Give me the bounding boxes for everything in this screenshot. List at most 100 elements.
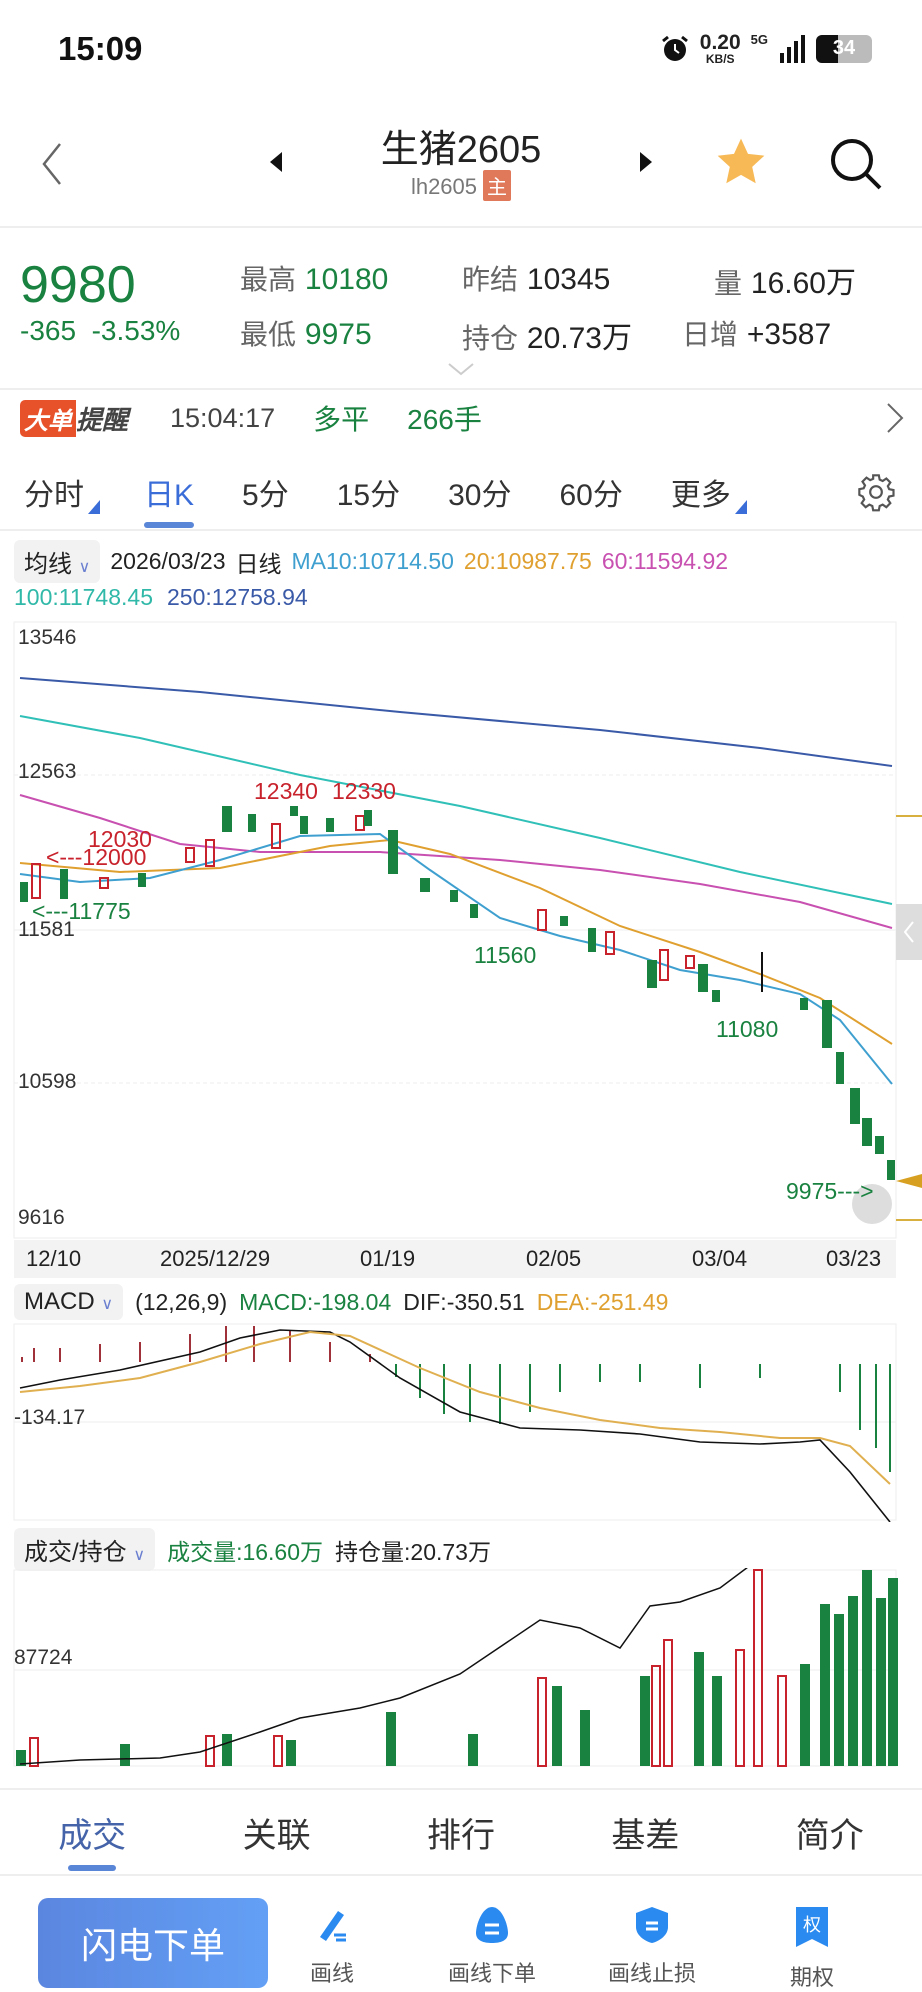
- big-order-alert[interactable]: 大单 提醒 15:04:17 多平 266手: [0, 388, 922, 446]
- order-icon: [476, 1907, 508, 1943]
- tab-related[interactable]: 关联: [242, 1816, 311, 1855]
- macd-legend: MACD ∨ (12,26,9) MACD:-198.04 DIF:-350.5…: [14, 1284, 668, 1320]
- status-time: 15:09: [58, 30, 143, 67]
- price-change: -365 -3.53%: [20, 315, 181, 346]
- bottom-tabs: 成交 关联 排行 基差 简介: [0, 1788, 922, 1876]
- daily-inc-label: 日增: [682, 319, 739, 350]
- legend-period: 日线: [235, 550, 282, 577]
- status-icons: 0.20 KB/S 5G 34: [660, 32, 872, 65]
- next-contract-icon[interactable]: [638, 152, 652, 172]
- oi-total: 持仓量:20.73万: [335, 1538, 491, 1565]
- annotation-11775: <---11775: [32, 898, 131, 924]
- tab-5min[interactable]: 5分: [242, 479, 289, 512]
- back-icon[interactable]: [40, 142, 64, 186]
- volume-tick: 87724: [14, 1646, 73, 1669]
- dea-value: DEA:-251.49: [536, 1288, 669, 1315]
- header-bar: [0, 100, 922, 228]
- draw-line-button[interactable]: 画线: [262, 1905, 402, 1988]
- dif-value: DIF:-350.51: [403, 1288, 525, 1315]
- battery-icon: 34: [816, 34, 872, 63]
- tab-trades[interactable]: 成交: [58, 1808, 126, 1871]
- network-label: 5G: [750, 32, 768, 47]
- open-interest-label: 持仓: [462, 323, 519, 354]
- prev-contract-icon[interactable]: [270, 152, 284, 172]
- tab-30min[interactable]: 30分: [448, 479, 512, 512]
- tab-more[interactable]: 更多: [671, 470, 747, 514]
- macd-chart[interactable]: [0, 1322, 922, 1522]
- page-title: 生猪2605: [380, 129, 542, 171]
- annotation-12000: <---12000: [46, 844, 147, 870]
- tab-basis[interactable]: 基差: [611, 1816, 680, 1855]
- annotation-high-2: 12330: [332, 778, 396, 804]
- settings-gear-icon[interactable]: [856, 472, 896, 512]
- volume-chart[interactable]: [0, 1568, 922, 1768]
- period-tabs: 分时 日K 5分 15分 30分 60分 更多: [0, 455, 922, 531]
- draw-line-order-button[interactable]: 画线下单: [422, 1905, 562, 1988]
- ma20-value: 20:10987.75: [463, 548, 592, 574]
- alert-type: 多平: [313, 404, 370, 435]
- y-tick-4: 10598: [18, 1070, 77, 1093]
- draw-line-stop-button[interactable]: 画线止损: [582, 1905, 722, 1988]
- candles: [20, 806, 895, 1180]
- ma250-value: 250:12758.94: [167, 584, 308, 610]
- tab-60min[interactable]: 60分: [559, 479, 623, 512]
- tab-ranking[interactable]: 排行: [426, 1816, 495, 1855]
- alarm-icon: [661, 35, 688, 61]
- tab-15min[interactable]: 15分: [336, 479, 401, 512]
- annotation-11080: 11080: [716, 1016, 779, 1042]
- svg-text:权: 权: [803, 1915, 821, 1936]
- tab-daily-k[interactable]: 日K: [144, 470, 195, 528]
- favorite-star-icon[interactable]: [712, 134, 770, 190]
- volume-selector[interactable]: 成交/持仓 ∨: [14, 1528, 156, 1571]
- date-axis: 12/10 2025/12/29 01/19 02/05 03/04 03/23: [14, 1240, 896, 1278]
- alert-tag: 大单: [20, 399, 76, 437]
- macd-value: MACD:-198.04: [239, 1288, 392, 1315]
- volume-label: 量: [714, 268, 743, 299]
- search-icon[interactable]: [828, 136, 884, 192]
- volume-value: 16.60万: [750, 267, 856, 300]
- chevron-right-icon[interactable]: [886, 402, 904, 434]
- alert-size: 266手: [407, 404, 482, 435]
- annotation-12030: 12030: [88, 826, 152, 852]
- macd-tick: -134.17: [14, 1406, 86, 1429]
- volume-total: 成交量:16.60万: [167, 1538, 324, 1565]
- flash-order-button[interactable]: 闪电下单: [38, 1898, 268, 1988]
- annotation-low: 9975--->: [786, 1178, 874, 1204]
- kline-chart[interactable]: [0, 620, 922, 1240]
- macd-selector[interactable]: MACD ∨: [14, 1284, 124, 1320]
- contract-code: lh2605 主: [0, 170, 922, 201]
- tab-intro[interactable]: 简介: [795, 1816, 864, 1855]
- y-tick-1: 13546: [18, 626, 77, 649]
- y-tick-3: 11581: [18, 918, 75, 941]
- legend-date: 2026/03/23: [110, 548, 226, 574]
- volume-legend: 成交/持仓 ∨ 成交量:16.60万 持仓量:20.73万: [14, 1528, 491, 1571]
- prev-settle-label: 昨结: [462, 264, 519, 295]
- low-label: 最低: [240, 319, 297, 350]
- y-tick-5: 9616: [18, 1206, 65, 1229]
- ma-selector[interactable]: 均线 ∨: [14, 540, 101, 583]
- ma-legend: 均线 ∨ 2026/03/23 日线 MA10:10714.50 20:1098…: [14, 540, 728, 583]
- ma10-value: MA10:10714.50: [291, 548, 454, 574]
- options-button[interactable]: 权 期权: [742, 1905, 882, 1992]
- high-value: 10180: [304, 263, 389, 296]
- shield-icon: [636, 1907, 668, 1943]
- ma60-value: 60:11594.92: [601, 548, 729, 574]
- annotation-high-1: 12340: [254, 778, 318, 804]
- tab-intraday[interactable]: 分时: [24, 470, 100, 514]
- open-interest-value: 20.73万: [526, 322, 632, 355]
- option-icon: 权: [796, 1907, 828, 1947]
- low-value: 9975: [304, 318, 372, 351]
- y-tick-2: 12563: [18, 760, 77, 783]
- daily-inc-value: +3587: [746, 318, 832, 351]
- ma100-value: 100:11748.45: [14, 584, 153, 610]
- high-label: 最高: [240, 264, 297, 295]
- expand-chevron-icon[interactable]: [447, 362, 475, 376]
- net-speed: 0.20 KB/S: [699, 31, 741, 66]
- signal-icon: [780, 34, 805, 63]
- prev-settle-value: 10345: [526, 263, 611, 296]
- alert-time: 15:04:17: [170, 402, 276, 433]
- pen-icon: [320, 1911, 346, 1942]
- last-price: 9980: [20, 256, 136, 314]
- main-contract-badge: 主: [483, 170, 512, 201]
- annotation-11560: 11560: [474, 942, 537, 968]
